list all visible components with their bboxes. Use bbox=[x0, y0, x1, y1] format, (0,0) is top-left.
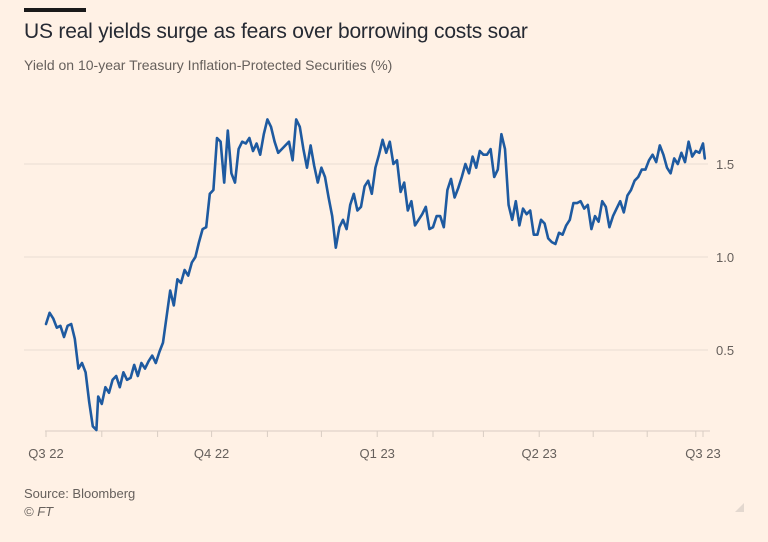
chart-title: US real yields surge as fears over borro… bbox=[24, 20, 528, 43]
series-line-tips-yield bbox=[44, 118, 707, 432]
copyright-note: © FT bbox=[24, 504, 54, 519]
x-tick-label: Q3 23 bbox=[685, 446, 720, 461]
source-note: Source: Bloomberg bbox=[24, 486, 136, 501]
y-tick-label: 1.5 bbox=[716, 157, 734, 172]
x-tick-label: Q1 23 bbox=[359, 446, 394, 461]
y-axis: 0.5 1.0 1.5 bbox=[716, 157, 734, 358]
x-tick-label: Q2 23 bbox=[521, 446, 556, 461]
y-tick-label: 1.0 bbox=[716, 250, 734, 265]
x-axis: Q3 22 Q4 22 Q1 23 Q2 23 Q3 23 bbox=[28, 430, 721, 461]
gridlines bbox=[24, 163, 708, 351]
series-group bbox=[44, 118, 707, 432]
resize-handle-icon[interactable] bbox=[735, 503, 744, 512]
brand-rule bbox=[24, 8, 86, 12]
x-tick-label: Q3 22 bbox=[28, 446, 63, 461]
x-tick-label: Q4 22 bbox=[194, 446, 229, 461]
chart-subtitle: Yield on 10-year Treasury Inflation-Prot… bbox=[24, 57, 393, 73]
y-tick-label: 0.5 bbox=[716, 343, 734, 358]
